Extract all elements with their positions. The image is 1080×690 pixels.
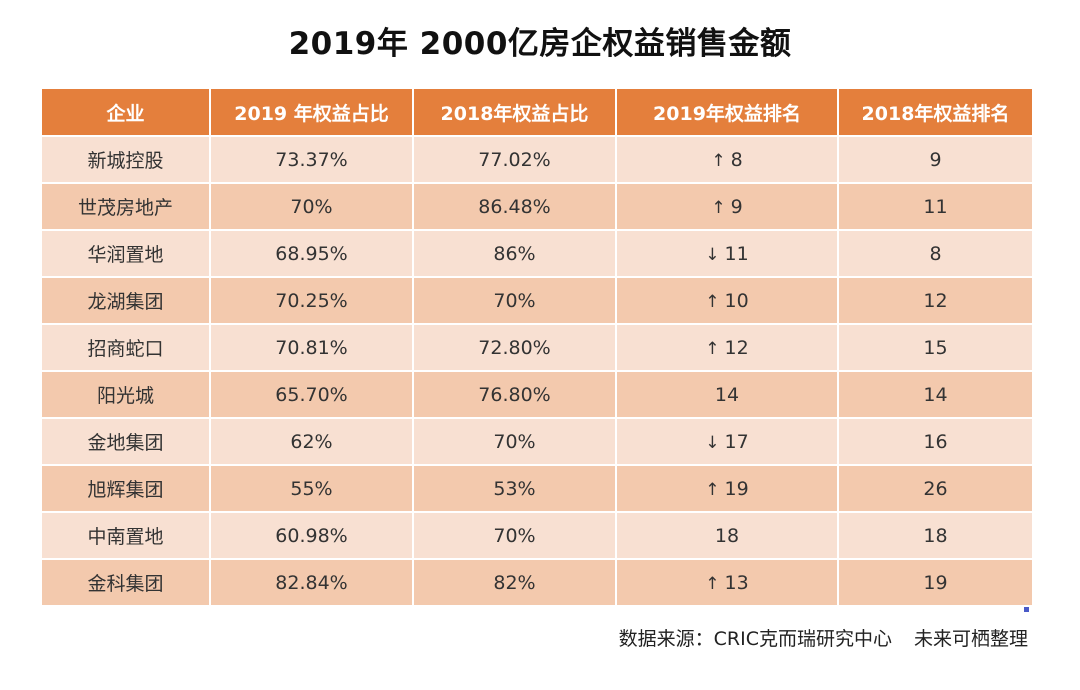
share-2019-cell: 55% bbox=[210, 465, 414, 513]
rank-2019-value: 17 bbox=[724, 430, 749, 453]
company-cell: 中南置地 bbox=[42, 512, 211, 560]
rank-2018-cell: 9 bbox=[838, 136, 1032, 184]
table-row: 旭辉集团 55% 53% ↑ 19 26 bbox=[42, 465, 1032, 513]
rank-2019-cell: ↓ 17 bbox=[616, 418, 839, 466]
source-note: 数据来源：CRIC克而瑞研究中心 未来可栖整理 bbox=[619, 624, 1028, 651]
share-2019-cell: 62% bbox=[210, 418, 414, 466]
rank-2019-cell: ↑ 8 bbox=[616, 136, 839, 184]
rank-up-arrow-icon: ↑ bbox=[711, 197, 726, 218]
rank-2019-value: 10 bbox=[724, 289, 749, 312]
ranking-table: 企业 2019 年权益占比 2018年权益占比 2019年权益排名 2018年权… bbox=[42, 89, 1032, 607]
rank-2018-cell: 16 bbox=[838, 418, 1032, 466]
share-2018-cell: 86% bbox=[413, 230, 617, 278]
share-2018-cell: 72.80% bbox=[413, 324, 617, 372]
share-2018-cell: 77.02% bbox=[413, 136, 617, 184]
rank-2019-cell: ↑ 12 bbox=[616, 324, 839, 372]
company-cell: 旭辉集团 bbox=[42, 465, 211, 513]
rank-2018-cell: 15 bbox=[838, 324, 1032, 372]
company-cell: 金科集团 bbox=[42, 559, 211, 607]
rank-2019-cell: 14 bbox=[616, 371, 839, 419]
company-cell: 华润置地 bbox=[42, 230, 211, 278]
share-2019-cell: 82.84% bbox=[210, 559, 414, 607]
header-rank-2018: 2018年权益排名 bbox=[838, 89, 1032, 137]
rank-2019-cell: ↑ 19 bbox=[616, 465, 839, 513]
rank-2019-cell: ↑ 9 bbox=[616, 183, 839, 231]
rank-2019-value: 14 bbox=[714, 383, 740, 406]
corner-marker bbox=[1024, 607, 1029, 612]
rank-2019-cell: ↓ 11 bbox=[616, 230, 839, 278]
share-2019-cell: 70.25% bbox=[210, 277, 414, 325]
company-cell: 金地集团 bbox=[42, 418, 211, 466]
share-2018-cell: 70% bbox=[413, 512, 617, 560]
rank-2018-cell: 14 bbox=[838, 371, 1032, 419]
credit-text: 未来可栖整理 bbox=[913, 628, 1028, 650]
share-2018-cell: 53% bbox=[413, 465, 617, 513]
share-2019-cell: 60.98% bbox=[210, 512, 414, 560]
table-row: 金科集团 82.84% 82% ↑ 13 19 bbox=[42, 559, 1032, 607]
share-2018-cell: 86.48% bbox=[413, 183, 617, 231]
share-2018-cell: 70% bbox=[413, 277, 617, 325]
share-2019-cell: 73.37% bbox=[210, 136, 414, 184]
source-text: 数据来源：CRIC克而瑞研究中心 bbox=[618, 628, 892, 650]
rank-2018-cell: 11 bbox=[838, 183, 1032, 231]
rank-up-arrow-icon: ↑ bbox=[705, 291, 720, 312]
rank-up-arrow-icon: ↑ bbox=[711, 150, 726, 171]
share-2019-cell: 65.70% bbox=[210, 371, 414, 419]
rank-2019-value: 9 bbox=[730, 195, 743, 218]
table-header-row: 企业 2019 年权益占比 2018年权益占比 2019年权益排名 2018年权… bbox=[42, 89, 1032, 137]
header-rank-2019: 2019年权益排名 bbox=[616, 89, 839, 137]
rank-2019-value: 18 bbox=[714, 524, 740, 547]
rank-2019-value: 8 bbox=[730, 148, 743, 171]
company-cell: 招商蛇口 bbox=[42, 324, 211, 372]
share-2018-cell: 82% bbox=[413, 559, 617, 607]
company-cell: 龙湖集团 bbox=[42, 277, 211, 325]
table-row: 龙湖集团 70.25% 70% ↑ 10 12 bbox=[42, 277, 1032, 325]
header-company: 企业 bbox=[42, 89, 211, 137]
rank-up-arrow-icon: ↑ bbox=[705, 573, 720, 594]
table-row: 招商蛇口 70.81% 72.80% ↑ 12 15 bbox=[42, 324, 1032, 372]
rank-2018-cell: 12 bbox=[838, 277, 1032, 325]
rank-2018-cell: 8 bbox=[838, 230, 1032, 278]
rank-down-arrow-icon: ↓ bbox=[705, 432, 720, 453]
rank-2019-value: 19 bbox=[724, 477, 749, 500]
company-cell: 阳光城 bbox=[42, 371, 211, 419]
share-2019-cell: 70.81% bbox=[210, 324, 414, 372]
rank-2019-cell: ↑ 10 bbox=[616, 277, 839, 325]
table-row: 世茂房地产 70% 86.48% ↑ 9 11 bbox=[42, 183, 1032, 231]
rank-up-arrow-icon: ↑ bbox=[705, 338, 720, 359]
rank-2019-value: 11 bbox=[724, 242, 749, 265]
company-cell: 新城控股 bbox=[42, 136, 211, 184]
page-title: 2019年 2000亿房企权益销售金额 bbox=[288, 26, 792, 62]
table-row: 新城控股 73.37% 77.02% ↑ 8 9 bbox=[42, 136, 1032, 184]
table-row: 华润置地 68.95% 86% ↓ 11 8 bbox=[42, 230, 1032, 278]
header-share-2018: 2018年权益占比 bbox=[413, 89, 617, 137]
rank-2019-cell: 18 bbox=[616, 512, 839, 560]
share-2018-cell: 70% bbox=[413, 418, 617, 466]
rank-2019-cell: ↑ 13 bbox=[616, 559, 839, 607]
rank-2019-value: 12 bbox=[724, 336, 749, 359]
company-cell: 世茂房地产 bbox=[42, 183, 211, 231]
rank-2018-cell: 18 bbox=[838, 512, 1032, 560]
table-row: 阳光城 65.70% 76.80% 14 14 bbox=[42, 371, 1032, 419]
rank-up-arrow-icon: ↑ bbox=[705, 479, 720, 500]
share-2019-cell: 68.95% bbox=[210, 230, 414, 278]
rank-2018-cell: 19 bbox=[838, 559, 1032, 607]
table-row: 中南置地 60.98% 70% 18 18 bbox=[42, 512, 1032, 560]
table-row: 金地集团 62% 70% ↓ 17 16 bbox=[42, 418, 1032, 466]
share-2018-cell: 76.80% bbox=[413, 371, 617, 419]
rank-2019-value: 13 bbox=[724, 571, 749, 594]
rank-down-arrow-icon: ↓ bbox=[705, 244, 720, 265]
header-share-2019: 2019 年权益占比 bbox=[210, 89, 414, 137]
rank-2018-cell: 26 bbox=[838, 465, 1032, 513]
share-2019-cell: 70% bbox=[210, 183, 414, 231]
